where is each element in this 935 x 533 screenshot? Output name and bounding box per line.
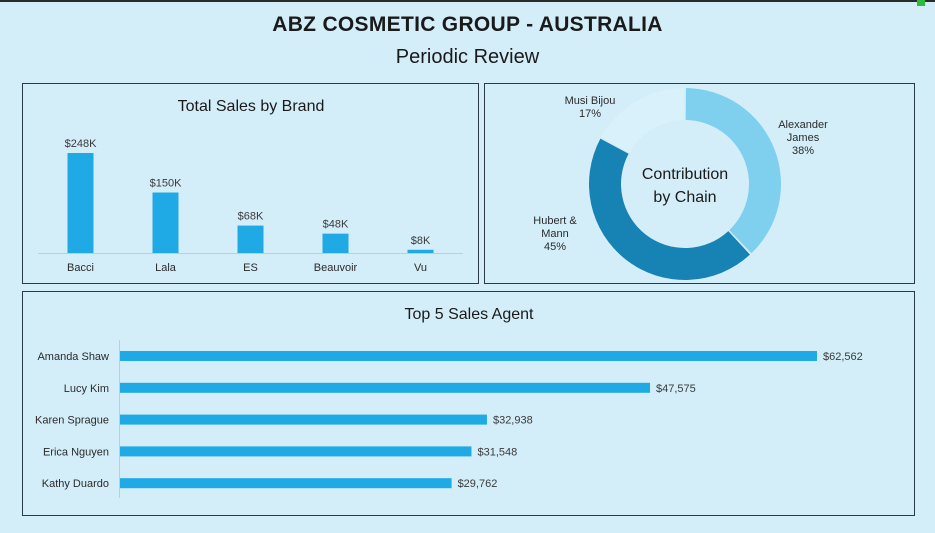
brand-category-label: Vu [414,262,427,274]
dashboard-header: ABZ COSMETIC GROUP - AUSTRALIA Periodic … [0,12,935,70]
chain-slice-label: 17% [579,108,601,120]
agent-value-label: $32,938 [493,415,533,427]
agent-name-label: Erica Nguyen [43,446,109,458]
chain-slice-label: Hubert & [533,215,577,227]
agent-value-label: $29,762 [458,478,498,490]
chain-center-title: Contribution [642,166,728,183]
brand-value-label: $8K [411,235,431,247]
brand-bar [237,225,264,253]
dashboard-subtitle: Periodic Review [395,46,540,68]
brand-sales-panel: Total Sales by Brand $248K Bacci $150K Lala $… [22,83,479,284]
agent-name-label: Amanda Shaw [37,351,109,363]
brand-value-label: $68K [238,211,264,223]
agents-chart-title: Top 5 Sales Agent [405,306,535,323]
brand-bar [67,153,94,253]
corner-marker [917,0,925,6]
brand-category-label: ES [243,262,258,274]
brand-bar [322,233,349,253]
agent-name-label: Karen Sprague [35,415,109,427]
agent-bar [120,414,487,425]
chain-center-title: by Chain [653,189,716,206]
brand-bar [407,249,434,253]
agent-name-label: Kathy Duardo [42,478,109,490]
chain-contribution-panel: Contribution by Chain Alexander James 38% Hub… [484,83,915,284]
agent-bar [120,351,817,361]
agent-bar [120,446,472,457]
brand-bar [152,192,179,253]
agent-name-label: Lucy Kim [64,383,109,395]
chain-slice [685,88,781,254]
chain-slice [601,88,685,153]
agent-bar [120,382,651,393]
brand-value-label: $248K [65,138,97,150]
top-agents-panel: Top 5 Sales Agent Amanda Shaw $62,562 Lucy … [22,291,915,516]
agent-value-label: $62,562 [823,351,863,363]
chain-slice [589,138,750,280]
brand-value-label: $150K [150,178,182,190]
brand-chart-title: Total Sales by Brand [178,98,325,115]
chain-slice-label: James [787,132,820,144]
chain-slice-label: 38% [792,145,814,157]
top-border [0,0,935,2]
agent-value-label: $31,548 [477,446,517,458]
brand-category-label: Beauvoir [314,262,358,274]
brand-sales-chart: Total Sales by Brand $248K Bacci $150K Lala $… [38,98,463,274]
agent-value-label: $47,575 [656,383,696,395]
chain-slice-label: Musi Bijou [565,95,616,107]
chain-slice-label: Alexander [778,119,828,131]
brand-category-label: Lala [155,262,177,274]
chain-slice-label: Mann [541,228,569,240]
brand-value-label: $48K [323,219,349,231]
agent-bar [120,478,452,489]
brand-category-label: Bacci [67,262,94,274]
dashboard-title: ABZ COSMETIC GROUP - AUSTRALIA [272,13,663,36]
chain-slice-label: 45% [544,241,566,253]
top-agents-chart: Top 5 Sales Agent Amanda Shaw $62,562 Lucy … [35,306,863,498]
